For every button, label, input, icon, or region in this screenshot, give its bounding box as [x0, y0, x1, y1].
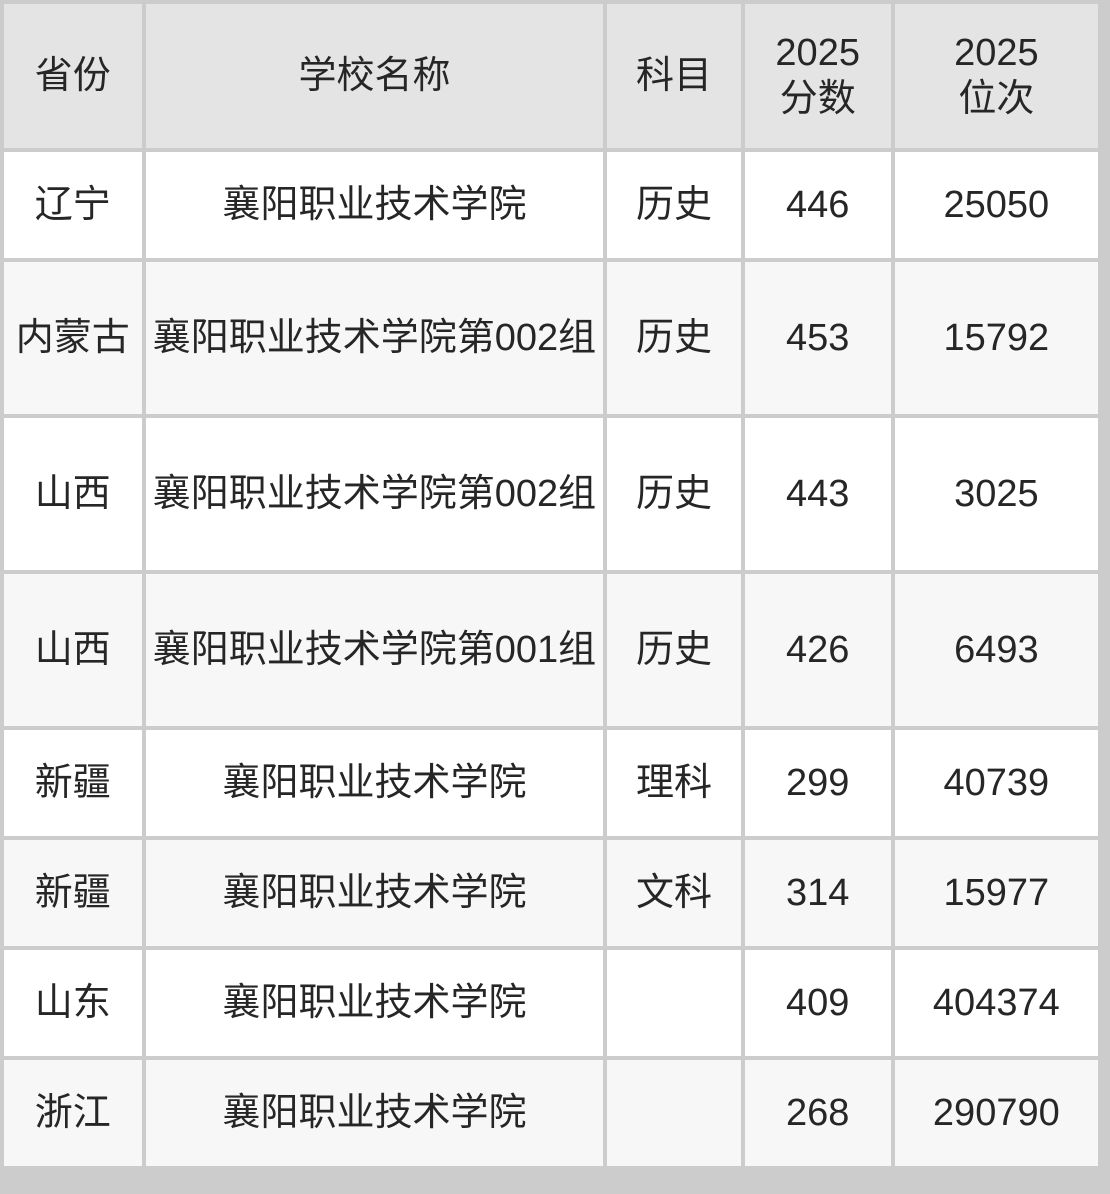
table-row: 山东 襄阳职业技术学院 409 404374 [4, 950, 1098, 1056]
cell-school-name: 襄阳职业技术学院第002组 [145, 262, 604, 414]
table-row: 内蒙古 襄阳职业技术学院第002组 历史 453 15792 [4, 262, 1098, 414]
table-row: 新疆 襄阳职业技术学院 理科 299 40739 [4, 730, 1098, 836]
admission-score-table: 省份 学校名称 科目 2025 分数 2025 位次 辽宁 襄阳职业技术学院 历… [4, 4, 1098, 1166]
table-row: 山西 襄阳职业技术学院第001组 历史 426 6493 [4, 574, 1098, 726]
column-header-rank-text: 位次 [958, 78, 1035, 120]
cell-score: 314 [744, 840, 891, 946]
cell-school-name: 襄阳职业技术学院 [145, 152, 604, 258]
column-header-school-name: 学校名称 [145, 4, 604, 148]
cell-province: 浙江 [4, 1060, 142, 1166]
cell-school-name: 襄阳职业技术学院第001组 [145, 574, 604, 726]
cell-school-name: 襄阳职业技术学院 [145, 950, 604, 1056]
cell-rank: 15792 [894, 262, 1098, 414]
cell-province: 山西 [4, 418, 142, 570]
table-row: 辽宁 襄阳职业技术学院 历史 446 25050 [4, 152, 1098, 258]
cell-school-name: 襄阳职业技术学院 [145, 730, 604, 836]
column-header-rank-2025: 2025 位次 [894, 4, 1098, 148]
column-header-subject: 科目 [607, 4, 741, 148]
cell-score: 409 [744, 950, 891, 1056]
table-row: 浙江 襄阳职业技术学院 268 290790 [4, 1060, 1098, 1166]
cell-score: 443 [744, 418, 891, 570]
cell-rank: 6493 [894, 574, 1098, 726]
cell-rank: 25050 [894, 152, 1098, 258]
cell-rank: 290790 [894, 1060, 1098, 1166]
table-header: 省份 学校名称 科目 2025 分数 2025 位次 [4, 4, 1098, 148]
column-header-rank-year: 2025 [954, 31, 1039, 74]
cell-subject: 历史 [607, 418, 741, 570]
cell-score: 426 [744, 574, 891, 726]
cell-school-name: 襄阳职业技术学院 [145, 1060, 604, 1166]
column-header-score-2025: 2025 分数 [744, 4, 891, 148]
cell-score: 453 [744, 262, 891, 414]
cell-province: 辽宁 [4, 152, 142, 258]
table-body: 辽宁 襄阳职业技术学院 历史 446 25050 内蒙古 襄阳职业技术学院第00… [4, 152, 1098, 1166]
column-header-province: 省份 [4, 4, 142, 148]
cell-score: 299 [744, 730, 891, 836]
cell-subject: 历史 [607, 574, 741, 726]
cell-subject: 理科 [607, 730, 741, 836]
cell-score: 268 [744, 1060, 891, 1166]
cell-province: 山西 [4, 574, 142, 726]
cell-province: 新疆 [4, 840, 142, 946]
cell-province: 新疆 [4, 730, 142, 836]
table-row: 新疆 襄阳职业技术学院 文科 314 15977 [4, 840, 1098, 946]
column-header-score-text: 分数 [779, 78, 856, 120]
cell-subject: 历史 [607, 262, 741, 414]
cell-subject [607, 1060, 741, 1166]
cell-province: 内蒙古 [4, 262, 142, 414]
cell-school-name: 襄阳职业技术学院第002组 [145, 418, 604, 570]
cell-rank: 3025 [894, 418, 1098, 570]
cell-province: 山东 [4, 950, 142, 1056]
cell-subject [607, 950, 741, 1056]
cell-score: 446 [744, 152, 891, 258]
cell-rank: 404374 [894, 950, 1098, 1056]
header-row: 省份 学校名称 科目 2025 分数 2025 位次 [4, 4, 1098, 148]
cell-rank: 40739 [894, 730, 1098, 836]
cell-school-name: 襄阳职业技术学院 [145, 840, 604, 946]
column-header-score-year: 2025 [775, 31, 860, 74]
table-row: 山西 襄阳职业技术学院第002组 历史 443 3025 [4, 418, 1098, 570]
cell-rank: 15977 [894, 840, 1098, 946]
cell-subject: 文科 [607, 840, 741, 946]
cell-subject: 历史 [607, 152, 741, 258]
